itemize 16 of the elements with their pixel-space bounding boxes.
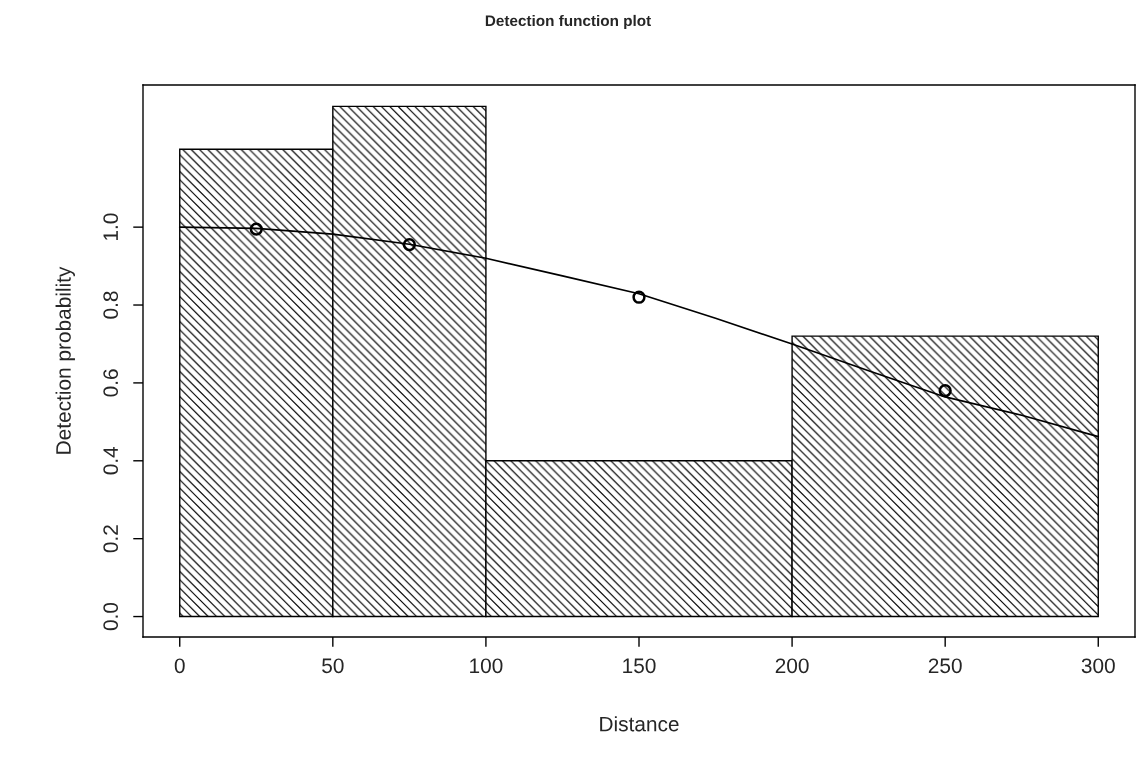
chart-title: Detection function plot	[485, 14, 651, 30]
x-tick-label: 0	[174, 658, 185, 674]
x-tick-label: 100	[470, 658, 503, 674]
x-tick-label: 300	[1081, 658, 1115, 674]
y-tick-label: 0.8	[103, 291, 119, 319]
y-tick-label: 0.0	[103, 602, 119, 631]
y-tick-label: 0.6	[103, 369, 119, 397]
x-axis-title: Distance	[600, 716, 679, 732]
y-tick-label: 1.0	[103, 213, 119, 241]
x-tick-label: 50	[322, 658, 344, 674]
y-tick-label: 0.2	[103, 525, 119, 553]
y-axis-title: Detection probability	[55, 266, 75, 454]
y-tick-label: 0.4	[103, 446, 119, 475]
x-tick-label: 200	[775, 658, 809, 674]
x-tick-label: 150	[623, 658, 656, 674]
x-tick-label: 250	[928, 658, 962, 674]
